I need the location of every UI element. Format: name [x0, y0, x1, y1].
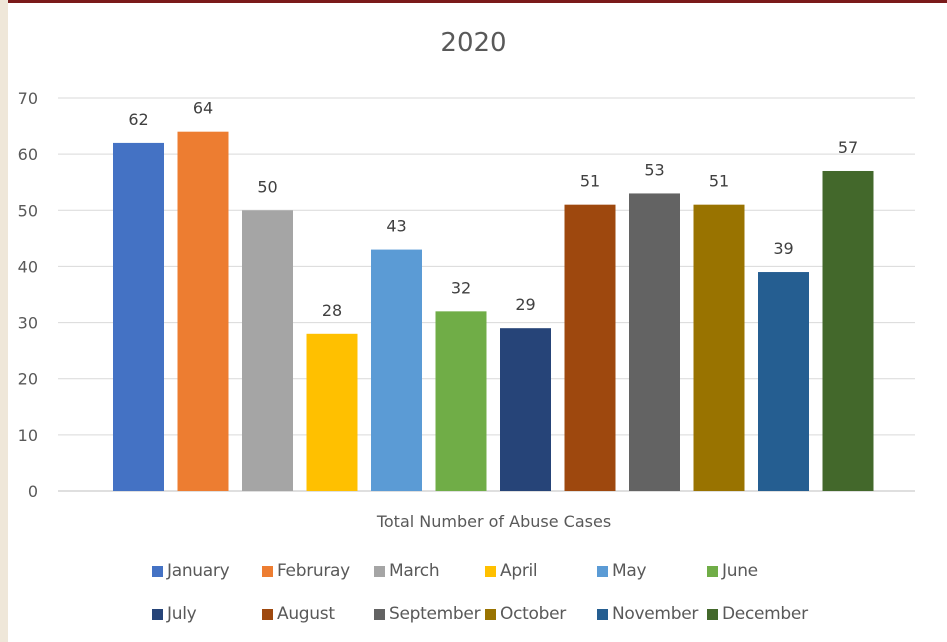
bar-august	[564, 204, 616, 491]
left-margin-strip	[0, 0, 8, 642]
bar-may	[371, 249, 422, 491]
bars	[113, 131, 874, 492]
bar-november	[758, 272, 809, 491]
bar-january	[113, 142, 164, 491]
y-tick-label: 50	[18, 201, 38, 220]
y-tick-label: 20	[18, 370, 38, 389]
data-label-june: 32	[451, 278, 471, 297]
data-label-april: 28	[322, 301, 342, 320]
y-tick-label: 70	[18, 89, 38, 108]
bar-october	[693, 204, 745, 491]
bar-februray	[177, 131, 229, 491]
bar-september	[629, 193, 680, 491]
data-label-december: 57	[838, 138, 858, 157]
data-label-februray: 64	[193, 99, 213, 118]
y-tick-label: 60	[18, 145, 38, 164]
data-label-november: 39	[773, 239, 793, 258]
data-label-august: 51	[580, 172, 600, 191]
y-axis-ticks: 0 10 20 30 40 50 60 70	[18, 89, 38, 501]
y-tick-label: 0	[28, 482, 38, 501]
bar-june	[435, 311, 487, 491]
y-tick-label: 40	[18, 257, 38, 276]
x-axis-label: Total Number of Abuse Cases	[376, 512, 611, 531]
data-labels: 62 64 50 28 43 32 29 51 53 51 39 57	[128, 99, 858, 320]
data-label-september: 53	[644, 160, 664, 179]
chart-title: 2020	[440, 28, 507, 58]
data-label-october: 51	[709, 172, 729, 191]
bar-march	[242, 210, 293, 492]
bar-april	[306, 333, 358, 491]
bar-december	[822, 170, 874, 491]
bar-july	[500, 328, 551, 491]
y-tick-label: 30	[18, 314, 38, 333]
data-label-july: 29	[515, 295, 535, 314]
data-label-may: 43	[386, 217, 406, 236]
data-label-march: 50	[257, 177, 277, 196]
y-tick-label: 10	[18, 426, 38, 445]
data-label-january: 62	[128, 110, 148, 129]
